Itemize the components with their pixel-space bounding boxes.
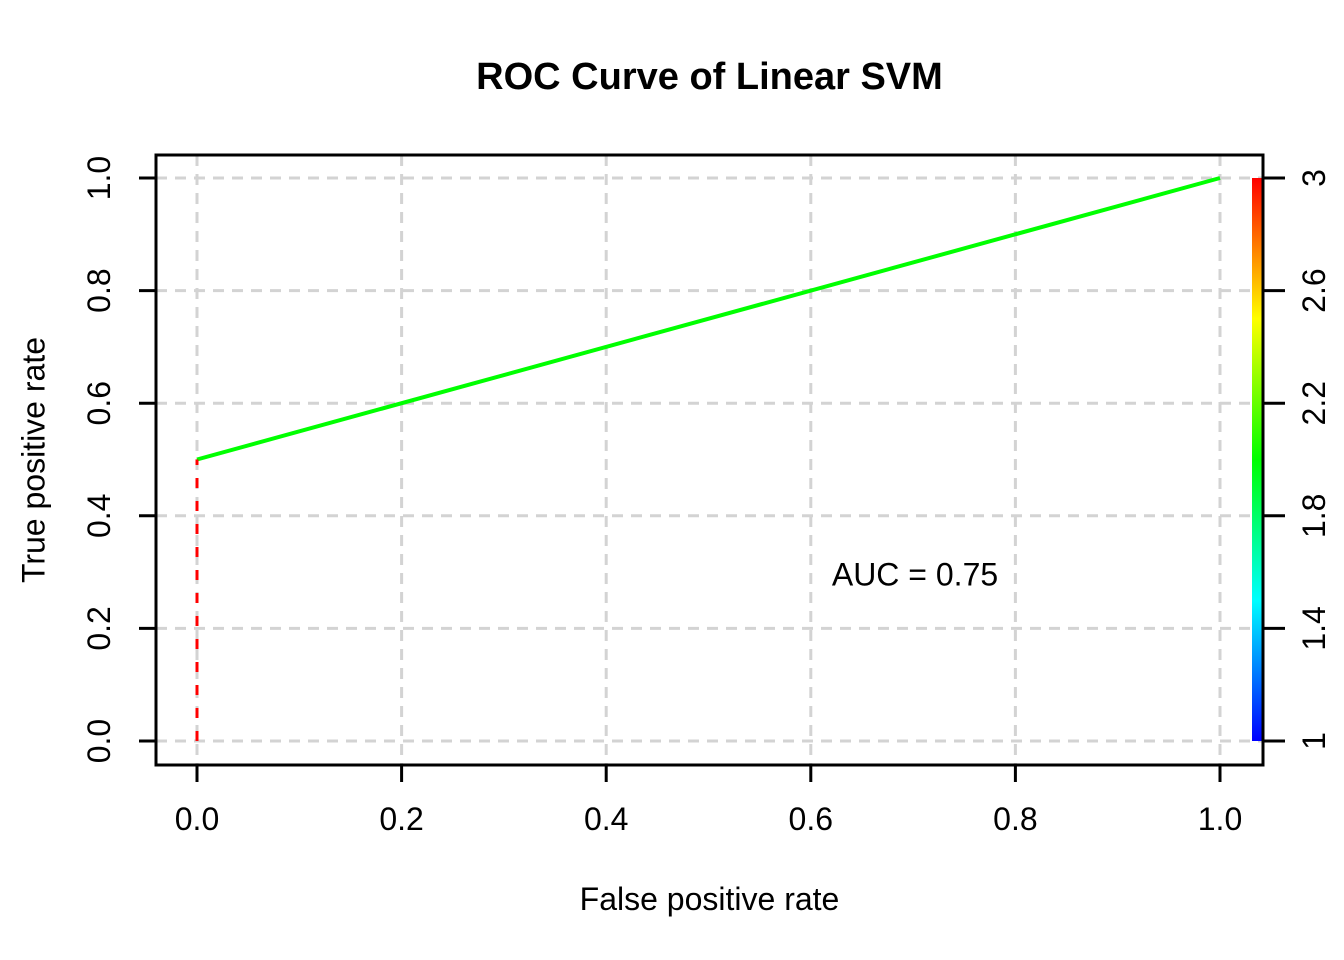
colorbar-tick-label: 1 [1296,732,1332,750]
y-tick-label: 0.4 [81,494,117,538]
y-tick-label: 0.8 [81,268,117,312]
y-tick-label: 0.2 [81,606,117,650]
x-tick-label: 0.8 [993,801,1037,837]
y-tick-label: 0.0 [81,719,117,763]
y-axis: 0.0 0.2 0.4 0.6 0.8 1.0 [81,156,156,763]
x-tick-label: 0.6 [789,801,833,837]
colorbar-tick-label: 1.8 [1296,494,1332,538]
x-tick-label: 0.4 [584,801,628,837]
x-axis: 0.0 0.2 0.4 0.6 0.8 1.0 [175,765,1242,837]
colorbar-tick-label: 2.2 [1296,381,1332,425]
x-axis-title: False positive rate [579,881,840,917]
x-tick-label: 1.0 [1198,801,1242,837]
x-tick-label: 0.2 [379,801,423,837]
auc-annotation: AUC = 0.75 [831,556,999,593]
roc-curve-series [195,176,1221,741]
chart-title: ROC Curve of Linear SVM [476,56,943,98]
colorbar-axis: 1 1.4 1.8 2.2 2.6 3 [1263,169,1332,750]
gridlines [156,155,1263,765]
colorbar-tick-label: 3 [1296,169,1332,187]
colorbar-strip [1252,178,1262,741]
plot-border [154,153,1265,767]
roc-curve-main-segment [196,176,1221,462]
y-axis-title: True positive rate [15,336,52,584]
y-tick-label: 0.6 [81,381,117,425]
colorbar-tick-label: 1.4 [1296,606,1332,650]
y-tick-label: 1.0 [81,156,117,200]
x-tick-label: 0.0 [175,801,219,837]
colorbar-tick-label: 2.6 [1296,268,1332,312]
